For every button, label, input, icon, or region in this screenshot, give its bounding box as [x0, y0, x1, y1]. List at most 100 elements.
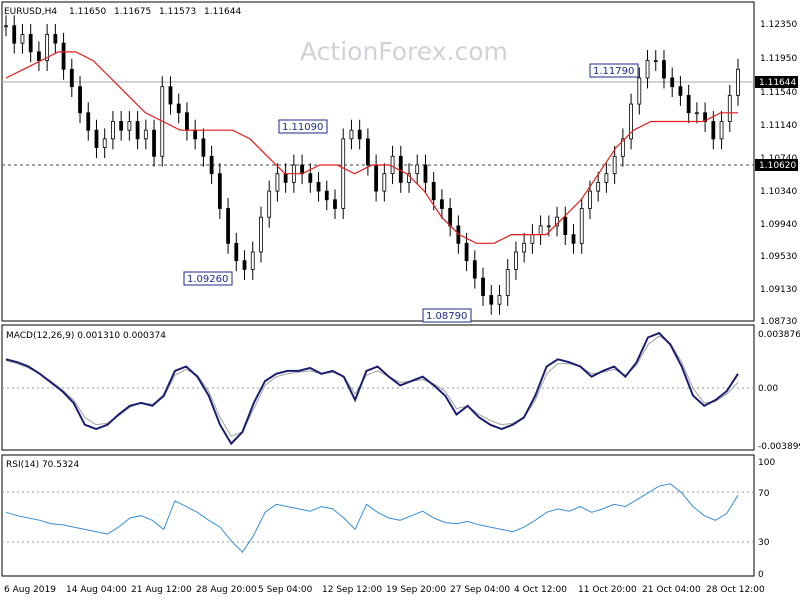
candle-body: [629, 103, 633, 140]
time-label-8: 27 Sep 04:00: [450, 585, 510, 595]
candle-body: [489, 295, 494, 305]
candle-body: [472, 260, 477, 279]
price-tick-6: 1.10340: [760, 187, 797, 197]
macd-signal-line: [5, 335, 739, 437]
time-label-11: 21 Oct 04:00: [642, 585, 701, 595]
time-label-1: 6 Aug 2019: [4, 585, 56, 595]
watermark: ActionForex.com: [300, 37, 508, 66]
candle-body: [324, 190, 329, 201]
candle-body: [69, 68, 74, 88]
candle-body: [267, 190, 272, 218]
candle-body: [53, 34, 58, 44]
candle-body: [382, 173, 387, 192]
time-label-3: 21 Aug 12:00: [131, 585, 192, 595]
candle-body: [604, 173, 609, 183]
candle-body: [727, 94, 732, 122]
macd-tick-bottom: -0.003899: [758, 442, 800, 452]
time-label-12: 28 Oct 12:00: [706, 585, 765, 595]
candle-body: [431, 181, 436, 201]
candle-body: [415, 164, 420, 175]
candle-body: [20, 34, 25, 44]
candle-body: [28, 34, 33, 53]
candle-body: [86, 112, 91, 131]
candle-body: [530, 234, 535, 244]
candle-body: [653, 60, 658, 62]
annotation-low-2-text: 1.08790: [426, 311, 467, 322]
time-label-9: 4 Oct 12:00: [514, 585, 567, 595]
candle-body: [275, 173, 280, 192]
candle-body: [662, 60, 666, 79]
price-tick-9: 1.09130: [760, 285, 797, 295]
candle-body: [522, 242, 527, 253]
candle-body: [234, 242, 239, 262]
candle-body: [135, 121, 140, 140]
annotation-high-2: 1.11790: [589, 63, 639, 78]
candle-body: [176, 103, 181, 114]
price-tick-3: 1.11540: [760, 88, 797, 98]
candle-body: [670, 77, 675, 88]
candle-body: [316, 181, 321, 192]
candle-body: [678, 86, 683, 96]
candle-body: [464, 242, 469, 262]
candle-body: [250, 251, 255, 270]
time-label-2: 14 Aug 04:00: [66, 585, 127, 595]
support-price-tag-text: 1.10620: [759, 161, 796, 171]
candle-body: [719, 121, 724, 140]
candle-body: [505, 269, 510, 296]
candle-body: [119, 121, 124, 131]
candle-body: [398, 155, 403, 183]
price-tick-10: 1.08730: [760, 317, 797, 327]
macd-tick-top: 0.003876: [758, 330, 800, 340]
candle-body: [637, 77, 642, 105]
candle-body: [78, 86, 82, 114]
candle-body: [349, 129, 354, 140]
candle-body: [588, 190, 592, 209]
price-candles: [4, 15, 740, 315]
time-label-6: 12 Sep 12:00: [322, 585, 382, 595]
candle-body: [36, 51, 41, 61]
candle-body: [209, 155, 214, 175]
macd-main-line: [5, 331, 739, 446]
time-axis: 6 Aug 2019 14 Aug 04:00 21 Aug 12:00 28 …: [4, 585, 765, 595]
candle-body: [514, 251, 518, 270]
price-tick-7: 1.09940: [760, 220, 797, 230]
candle-body: [201, 138, 206, 157]
rsi-title: RSI(14) 70.5324: [6, 460, 79, 470]
candle-body: [185, 112, 189, 131]
candle-body: [390, 155, 395, 175]
candle-body: [102, 138, 107, 148]
candle-body: [365, 138, 370, 166]
ohlc-close: 1.11644: [204, 7, 241, 17]
rsi-line: [5, 483, 739, 553]
candle-body: [127, 121, 132, 131]
candle-body: [217, 173, 222, 209]
current-price-tag: [755, 76, 798, 88]
annotation-high-2-text: 1.11790: [593, 66, 634, 77]
symbol-label: EURUSD,H4: [4, 7, 57, 17]
rsi-tick-0: 0: [758, 570, 764, 580]
rsi-tick-70: 70: [758, 489, 770, 499]
candle-body: [374, 164, 379, 192]
candle-body: [242, 260, 247, 270]
annotation-low-1: 1.09260: [183, 271, 233, 286]
ohlc-low: 1.11573: [159, 7, 196, 17]
price-tick-8: 1.09530: [760, 252, 797, 262]
annotation-high-1: 1.11090: [278, 119, 328, 134]
rsi-tick-30: 30: [758, 538, 770, 548]
candle-body: [45, 34, 50, 61]
candle-body: [152, 129, 156, 157]
annotation-high-1-text: 1.11090: [282, 122, 323, 133]
macd-tick-zero: 0.00: [758, 384, 778, 394]
time-label-4: 28 Aug 20:00: [196, 585, 257, 595]
candle-body: [440, 199, 444, 209]
rsi-axis: 100 70 30 0: [758, 458, 775, 580]
rsi-panel-frame: [1, 454, 755, 577]
candle-body: [645, 60, 650, 79]
rsi-tick-100: 100: [758, 458, 775, 468]
candle-body: [686, 94, 691, 114]
price-tick-2: 1.11950: [760, 54, 797, 64]
candle-body: [61, 42, 66, 70]
candle-body: [736, 68, 740, 96]
time-label-5: 5 Sep 04:00: [258, 585, 313, 595]
